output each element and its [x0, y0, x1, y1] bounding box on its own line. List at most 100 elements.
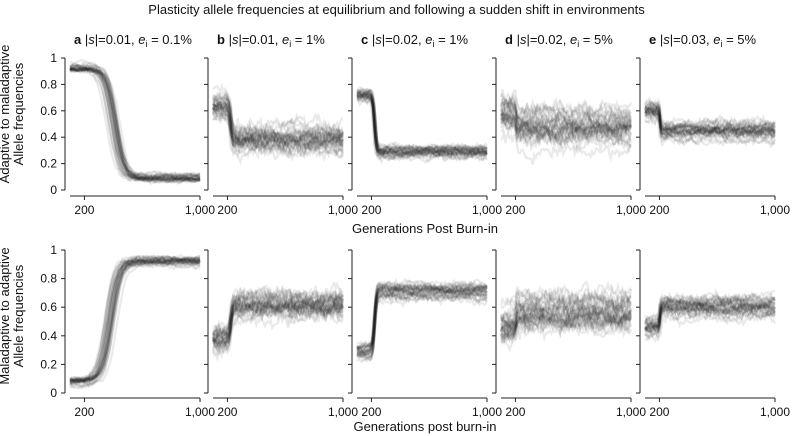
trajectory-line	[356, 289, 488, 360]
trajectory-line	[212, 297, 344, 353]
trajectory-line	[69, 67, 201, 184]
trajectory-line	[644, 302, 776, 331]
trajectory-line	[500, 113, 633, 149]
trajectory-line	[69, 58, 201, 177]
trajectory-line	[644, 298, 777, 334]
trajectory-line	[355, 279, 488, 352]
trajectory-line	[211, 290, 344, 346]
trajectory-line	[355, 93, 488, 164]
trajectory-line	[69, 66, 201, 185]
trajectory-line	[499, 288, 632, 328]
trajectory-line	[69, 63, 201, 180]
trajectory-line	[356, 281, 488, 354]
trajectory-line	[356, 287, 488, 360]
trajectory-line	[212, 284, 344, 344]
trajectory-line	[69, 257, 201, 383]
panel-2-a: 0 0.2 0.4 0.6 0.8 1 200 1,000	[40, 243, 215, 419]
trajectory-line	[643, 102, 776, 140]
trajectory-line	[499, 307, 633, 340]
trajectory-line	[211, 103, 345, 154]
trajectory-line	[356, 293, 489, 364]
trajectory-line	[644, 102, 777, 138]
trajectory-line	[212, 96, 344, 145]
trajectory-line	[211, 87, 344, 144]
trajectory-line	[212, 293, 344, 352]
trajectory-line	[644, 105, 776, 137]
trajectory-line	[500, 116, 633, 150]
trajectory-line	[356, 280, 488, 350]
trajectory-line	[69, 256, 201, 383]
trajectory-line	[356, 88, 488, 155]
x-tick-label: 200	[74, 405, 94, 419]
trajectory-line	[212, 289, 344, 341]
panel-1-d: 200 1,000 d |s|=0.02, ei = 5%	[492, 32, 646, 217]
trajectory-line	[69, 64, 201, 182]
trajectory-line	[356, 92, 488, 158]
trajectory-line	[211, 99, 345, 153]
trajectory-line	[356, 90, 488, 156]
trajectory-line	[643, 100, 776, 136]
trajectory-line	[69, 66, 201, 183]
trajectory-line	[211, 294, 345, 349]
trajectory-line	[69, 67, 201, 185]
trajectory-line	[211, 291, 344, 346]
trajectory-line	[644, 106, 776, 140]
trajectory-line	[69, 253, 201, 382]
trajectory-line	[500, 316, 632, 344]
trajectory-line	[69, 66, 201, 183]
x-tick-label: 1,000	[328, 405, 358, 419]
trajectory-line	[644, 107, 776, 141]
panel-2-b: 200 1,000	[204, 249, 358, 419]
trajectory-line	[644, 303, 776, 339]
trajectory-line	[69, 67, 201, 184]
x-tick-label: 1,000	[616, 405, 646, 419]
trajectory-line	[644, 109, 776, 144]
trajectory-line	[69, 255, 201, 384]
trajectory-line	[644, 290, 776, 323]
trajectory-line	[644, 104, 776, 140]
x-tick-label: 200	[217, 405, 237, 419]
trajectory-line	[69, 66, 201, 183]
trajectory-line	[211, 98, 344, 155]
y-tick-label: 0.6	[40, 300, 57, 314]
trajectory-line	[500, 107, 633, 144]
trajectory-line	[644, 96, 776, 131]
x-tick-label: 200	[74, 203, 94, 217]
trajectory-line	[69, 256, 201, 384]
trajectory-line	[644, 294, 776, 331]
trajectory-line	[69, 258, 201, 383]
x-tick-label: 200	[505, 405, 525, 419]
trajectory-line	[69, 63, 201, 181]
trajectory-line	[211, 292, 344, 343]
trajectory-line	[69, 256, 200, 384]
trajectory-line	[500, 111, 632, 142]
trajectory-line	[499, 307, 632, 338]
trajectory-line	[69, 255, 201, 382]
trajectory-line	[212, 285, 344, 342]
trajectory-line	[212, 287, 344, 344]
trajectory-line	[211, 100, 344, 155]
trajectory-line	[644, 303, 777, 334]
trajectory-line	[500, 89, 632, 123]
trajectory-line	[212, 295, 344, 350]
trajectory-line	[69, 258, 201, 388]
trajectory-line	[356, 92, 488, 160]
y-tick-label: 0.2	[40, 357, 57, 371]
trajectory-line	[69, 257, 201, 384]
trajectory-line	[500, 301, 632, 332]
trajectory-line	[212, 83, 344, 139]
x-tick-label: 200	[505, 203, 525, 217]
trajectory-line	[356, 87, 488, 153]
trajectory-line	[499, 280, 632, 311]
trajectory-line	[211, 93, 344, 145]
trajectory-line	[211, 106, 345, 152]
trajectory-line	[356, 286, 488, 357]
trajectory-line	[69, 254, 201, 382]
trajectory-line	[69, 255, 201, 384]
trajectory-line	[499, 295, 633, 335]
trajectory-line	[212, 110, 345, 166]
trajectory-line	[69, 64, 201, 182]
trajectory-line	[356, 289, 488, 361]
trajectory-line	[500, 300, 632, 338]
x-tick-label: 200	[217, 203, 237, 217]
